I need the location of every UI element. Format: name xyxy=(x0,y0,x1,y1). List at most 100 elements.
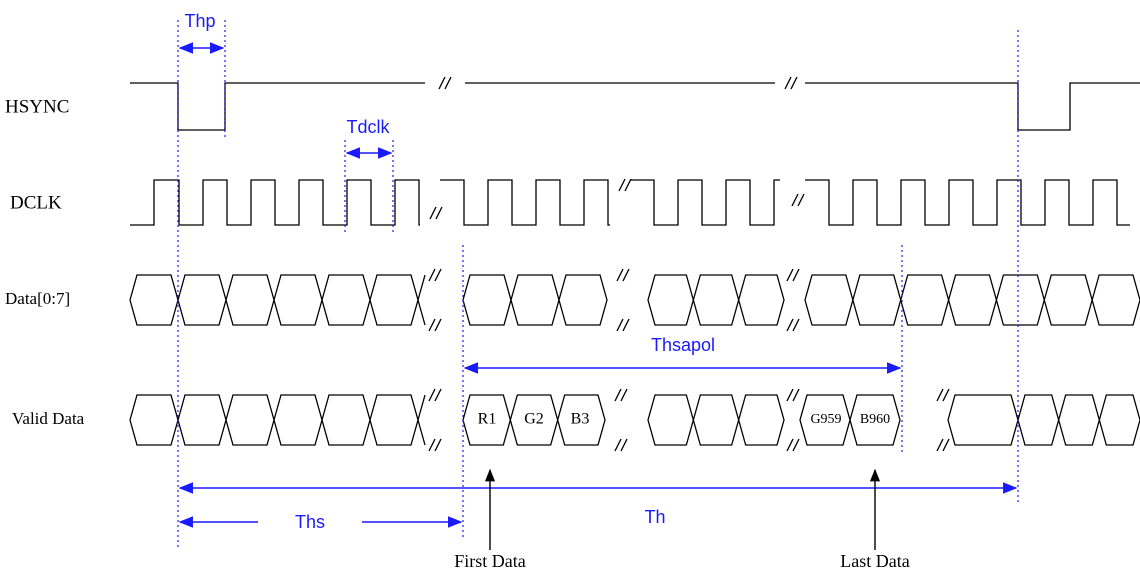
dclk-wave xyxy=(440,179,610,226)
waveforms xyxy=(129,76,1140,452)
data-cell xyxy=(737,394,785,446)
timing-label: Thsapol xyxy=(651,335,715,355)
break-mark xyxy=(428,268,436,282)
break-mark xyxy=(786,388,794,402)
break-mark xyxy=(620,438,628,452)
dclk-wave xyxy=(130,179,155,226)
dclk-wave xyxy=(630,179,780,226)
cell-label: G2 xyxy=(524,411,544,428)
data-cell xyxy=(1091,274,1140,326)
break-mark xyxy=(792,318,800,332)
cell-label: G959 xyxy=(810,412,841,427)
break-mark xyxy=(792,438,800,452)
timing-label: Ths xyxy=(295,512,325,532)
data-cell xyxy=(510,274,560,326)
data-cell xyxy=(804,274,854,326)
data-cell xyxy=(1017,394,1060,446)
data-cell xyxy=(900,274,950,326)
cell-label: B3 xyxy=(571,411,590,428)
break-mark xyxy=(791,193,799,207)
timing-arrows xyxy=(178,42,1018,550)
data-cell xyxy=(556,394,606,446)
data-cell xyxy=(558,274,608,326)
break-mark xyxy=(797,193,805,207)
signal-label: HSYNC xyxy=(5,96,69,117)
timing-label: Thp xyxy=(184,11,215,31)
break-mark xyxy=(438,76,446,90)
break-mark xyxy=(434,268,442,282)
data-cell xyxy=(417,274,426,326)
break-mark xyxy=(942,438,950,452)
data-cell xyxy=(1098,394,1140,446)
break-mark xyxy=(618,178,626,192)
break-mark xyxy=(429,206,437,220)
data-cell xyxy=(273,274,323,326)
data-cell xyxy=(225,274,275,326)
timing-label: Th xyxy=(644,507,665,527)
break-mark xyxy=(792,388,800,402)
data-cell xyxy=(947,394,1019,446)
break-mark xyxy=(428,438,436,452)
break-mark xyxy=(444,76,452,90)
data-cell xyxy=(417,394,426,446)
data-cell xyxy=(995,274,1045,326)
break-mark xyxy=(620,388,628,402)
data-cell xyxy=(462,274,512,326)
break-mark xyxy=(784,76,792,90)
data-cell xyxy=(1043,274,1093,326)
data-cell xyxy=(647,394,695,446)
dclk-wave xyxy=(155,179,420,226)
break-mark xyxy=(428,388,436,402)
break-mark xyxy=(624,178,632,192)
hsync-wave xyxy=(130,82,1140,131)
data-cell xyxy=(647,274,695,326)
data-cell xyxy=(273,394,323,446)
data-cell xyxy=(321,274,371,326)
break-mark xyxy=(936,388,944,402)
annotation: Last Data xyxy=(840,551,909,571)
signal-label: DCLK xyxy=(10,192,62,213)
data-cell xyxy=(947,274,998,326)
cell-label: B960 xyxy=(860,412,890,427)
signal-label: Valid Data xyxy=(12,409,85,428)
data-cell xyxy=(177,274,227,326)
break-mark xyxy=(622,268,630,282)
data-cell xyxy=(852,274,902,326)
break-mark xyxy=(786,438,794,452)
data-cell xyxy=(1057,394,1101,446)
data-cell xyxy=(321,394,371,446)
break-mark xyxy=(434,318,442,332)
break-mark xyxy=(622,318,630,332)
data-cell xyxy=(369,274,419,326)
dclk-wave xyxy=(805,179,1130,226)
break-mark xyxy=(614,388,622,402)
break-mark xyxy=(786,318,794,332)
data-cell xyxy=(225,394,275,446)
timing-label: Tdclk xyxy=(346,117,390,137)
data-cell xyxy=(129,274,179,326)
data-cell xyxy=(692,394,740,446)
break-mark xyxy=(434,388,442,402)
guides xyxy=(177,20,1019,550)
cell-label: R1 xyxy=(478,411,497,428)
signal-label: Data[0:7] xyxy=(5,289,70,308)
data-cell xyxy=(849,394,901,446)
data-cell xyxy=(369,394,419,446)
break-mark xyxy=(614,438,622,452)
break-mark xyxy=(790,76,798,90)
break-mark xyxy=(786,268,794,282)
break-mark xyxy=(616,268,624,282)
break-mark xyxy=(428,318,436,332)
data-cell xyxy=(737,274,785,326)
break-mark xyxy=(616,318,624,332)
annotation: First Data xyxy=(454,551,526,571)
data-cell xyxy=(177,394,227,446)
break-mark xyxy=(936,438,944,452)
data-cell xyxy=(692,274,740,326)
break-mark xyxy=(942,388,950,402)
break-mark xyxy=(435,206,443,220)
break-mark xyxy=(434,438,442,452)
data-cell xyxy=(129,394,179,446)
break-mark xyxy=(792,268,800,282)
